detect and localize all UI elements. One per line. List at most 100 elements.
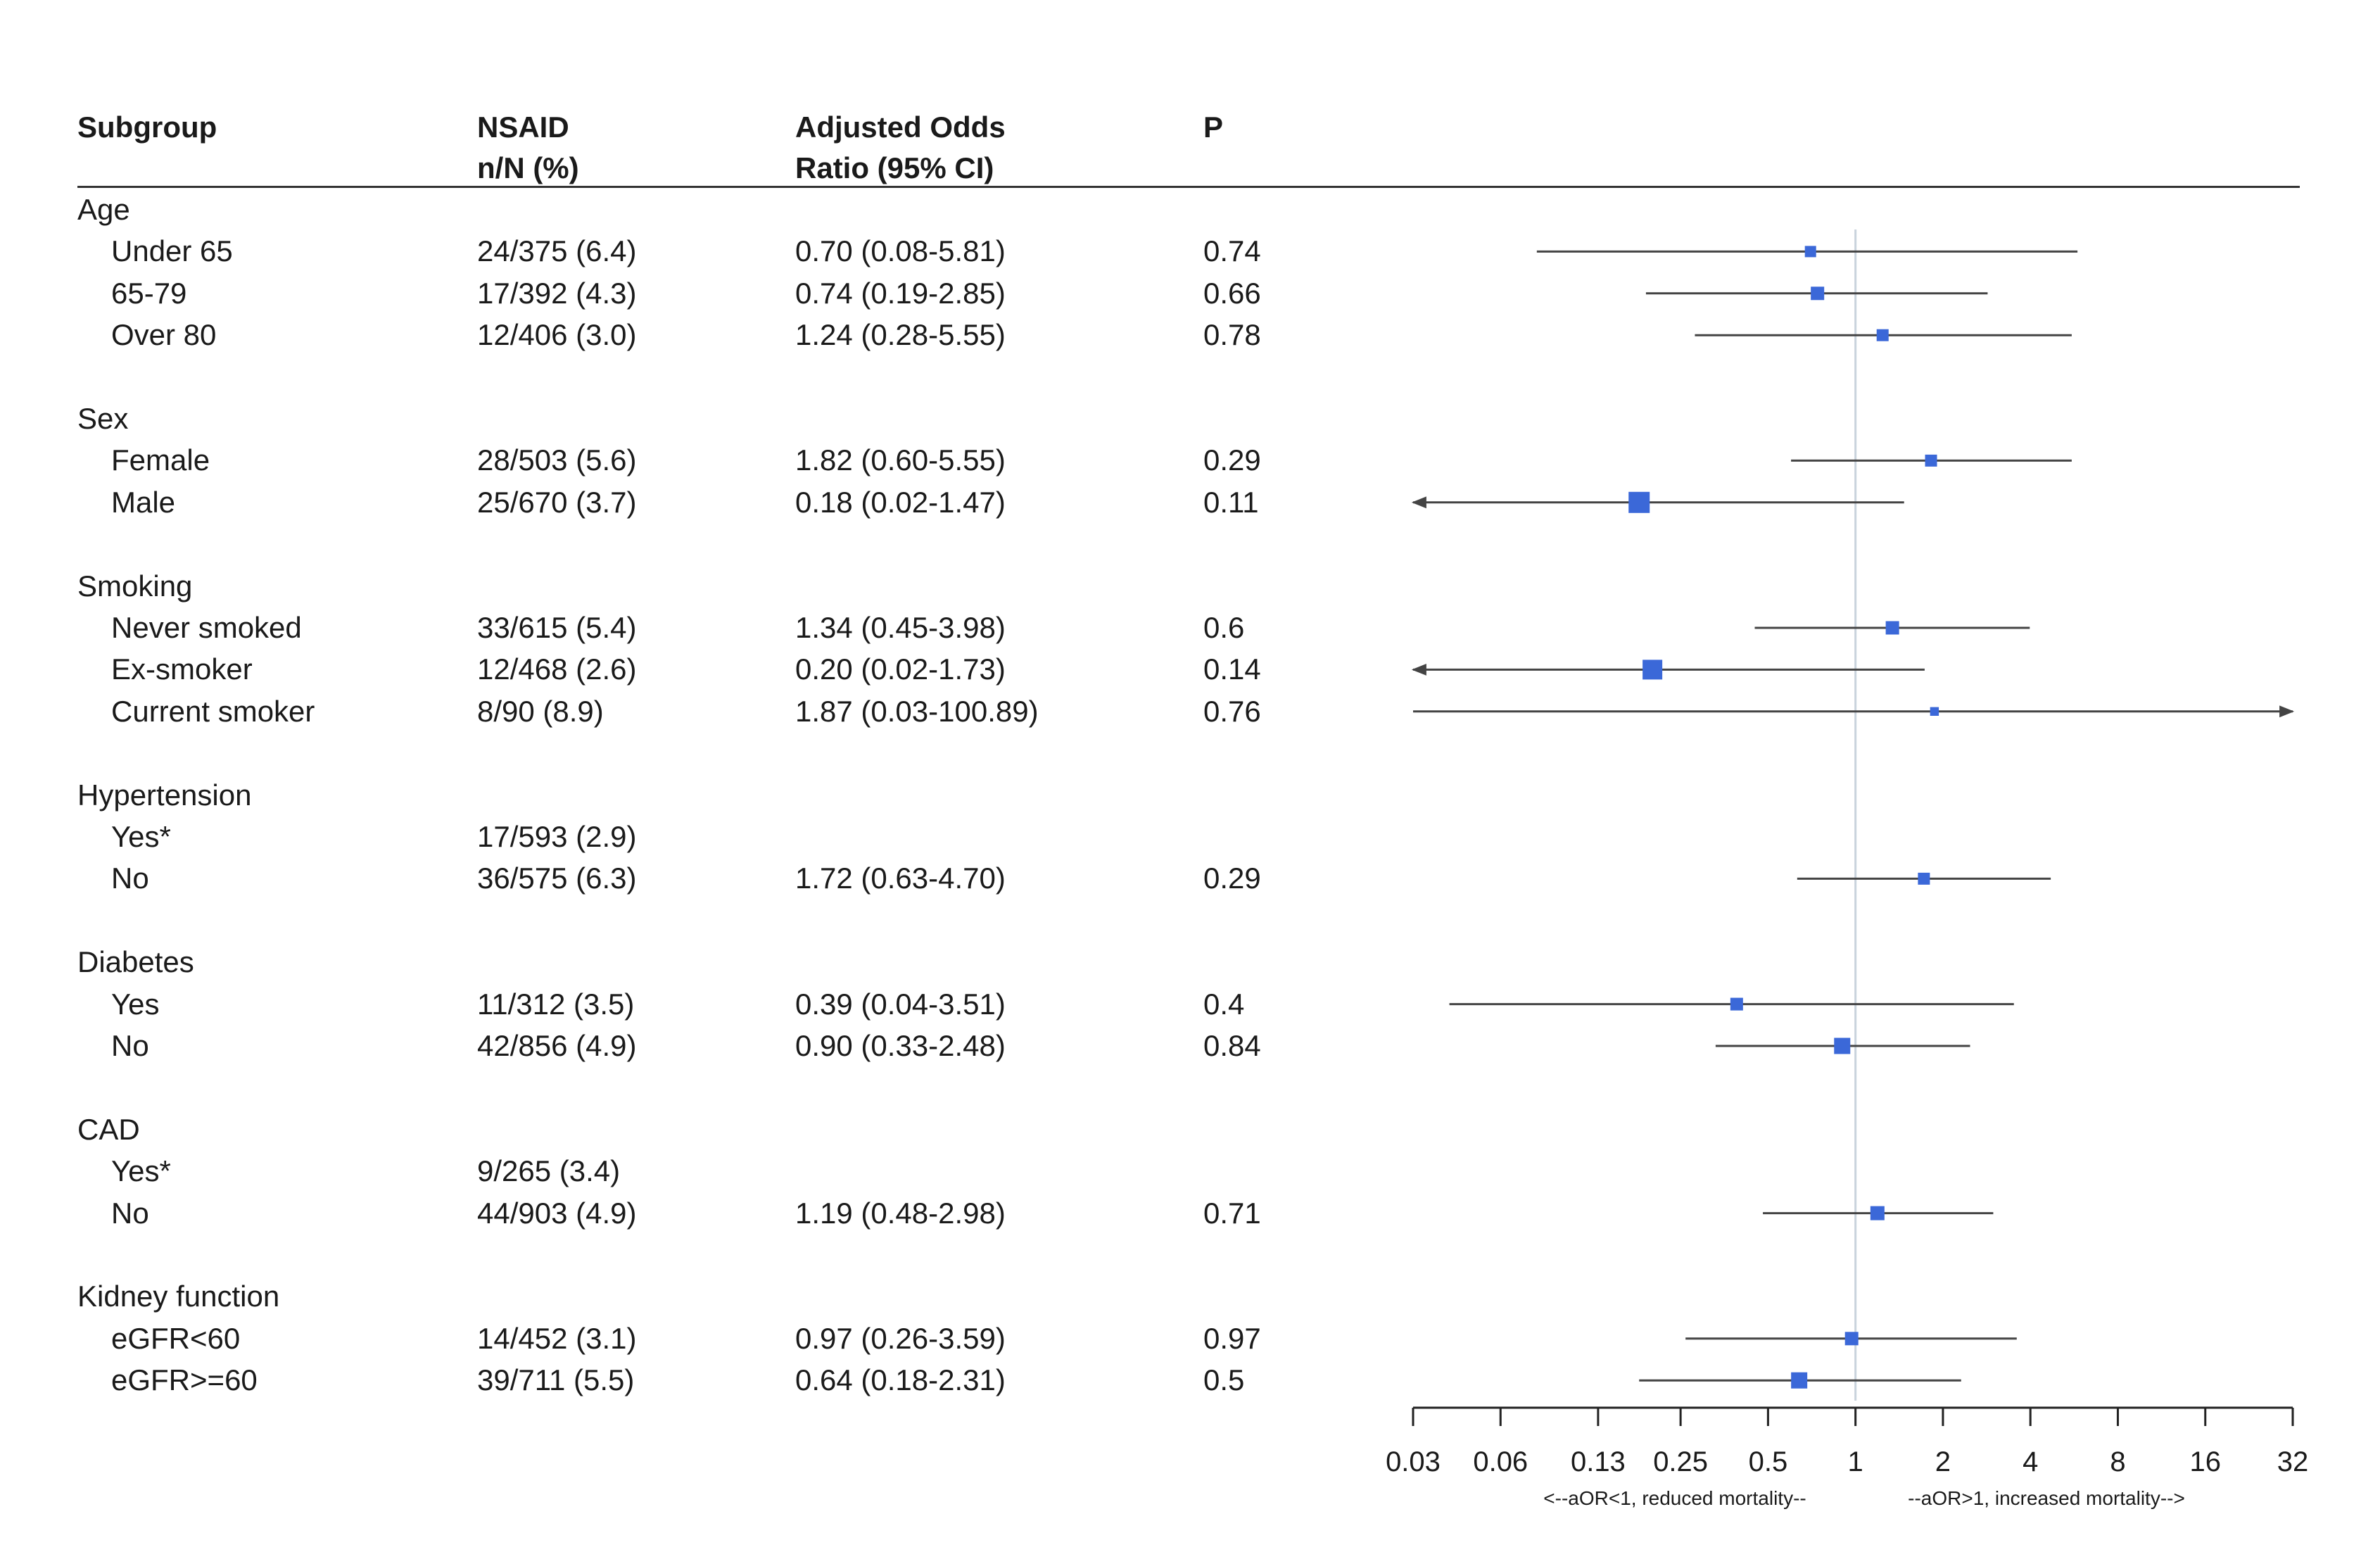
header-nsaid: NSAID [477,111,569,144]
x-tick-label: 0.5 [1749,1446,1788,1477]
subgroup-label: Over 80 [111,318,217,352]
nsaid-count: 12/406 (3.0) [477,318,637,352]
subgroup-label: Ex-smoker [111,652,253,686]
x-tick-label: 0.25 [1653,1446,1708,1477]
nsaid-count: 42/856 (4.9) [477,1029,637,1062]
p-value: 0.78 [1203,318,1261,352]
group-label: Hypertension [77,778,252,812]
nsaid-count: 8/90 (8.9) [477,694,604,728]
group-label: Diabetes [77,945,194,979]
x-tick-label: 0.03 [1386,1446,1441,1477]
nsaid-count: 11/312 (3.5) [477,987,635,1021]
direction-label-right: --aOR>1, increased mortality--> [1908,1487,2185,1509]
p-value: 0.76 [1203,694,1261,728]
p-value: 0.84 [1203,1029,1261,1062]
p-value: 0.29 [1203,443,1261,477]
point-estimate-marker [1804,246,1816,258]
adjusted-odds-ratio: 0.20 (0.02-1.73) [795,652,1006,686]
point-estimate-marker [1925,454,1937,467]
adjusted-odds-ratio: 0.64 (0.18-2.31) [795,1363,1006,1397]
nsaid-count: 17/392 (4.3) [477,276,637,310]
subgroup-label: Yes* [111,1154,171,1188]
group-label: Age [77,193,130,226]
nsaid-count: 25/670 (3.7) [477,485,637,519]
adjusted-odds-ratio: 0.90 (0.33-2.48) [795,1029,1006,1062]
p-value: 0.11 [1203,485,1259,519]
subgroup-label: Female [111,443,210,477]
adjusted-odds-ratio: 0.74 (0.19-2.85) [795,276,1006,310]
nsaid-count: 39/711 (5.5) [477,1363,635,1397]
group-label: Smoking [77,569,193,602]
subgroup-label: Never smoked [111,611,302,644]
point-estimate-marker [1811,286,1825,301]
subgroup-label: Yes* [111,820,171,853]
x-tick-label: 4 [2023,1446,2038,1477]
adjusted-odds-ratio: 1.34 (0.45-3.98) [795,611,1006,644]
adjusted-odds-ratio: 0.97 (0.26-3.59) [795,1321,1006,1355]
point-estimate-marker [1642,660,1663,680]
point-estimate-marker [1870,1206,1885,1220]
point-estimate-marker [1834,1037,1851,1054]
subgroup-label: Male [111,485,176,519]
p-value: 0.14 [1203,652,1261,686]
adjusted-odds-ratio: 1.19 (0.48-2.98) [795,1196,1006,1230]
nsaid-count: 24/375 (6.4) [477,234,637,268]
p-value: 0.97 [1203,1321,1261,1355]
header-rule [77,186,2300,188]
header-p: P [1203,111,1224,144]
p-value: 0.66 [1203,276,1261,310]
point-estimate-marker [1930,707,1939,716]
p-value: 0.29 [1203,862,1261,895]
x-tick-label: 0.06 [1473,1446,1528,1477]
group-label: CAD [77,1112,140,1146]
p-value: 0.6 [1203,611,1245,644]
adjusted-odds-ratio: 1.24 (0.28-5.55) [795,318,1006,352]
p-value: 0.5 [1203,1363,1245,1397]
point-estimate-marker [1730,997,1743,1011]
x-tick-label: 0.13 [1571,1446,1626,1477]
point-estimate-marker [1918,872,1930,885]
subgroup-label: Current smoker [111,694,315,728]
point-estimate-marker [1844,1332,1859,1346]
nsaid-count: 33/615 (5.4) [477,611,637,644]
subgroup-label: 65-79 [111,276,187,310]
subgroup-label: No [111,862,149,895]
subgroup-label: Yes [111,987,160,1021]
header-aor: Adjusted Odds [795,111,1006,144]
x-tick-label: 8 [2110,1446,2125,1477]
adjusted-odds-ratio: 1.72 (0.63-4.70) [795,862,1006,895]
subgroup-label: eGFR>=60 [111,1363,258,1397]
x-tick-label: 32 [2277,1446,2309,1477]
point-estimate-marker [1885,621,1899,635]
direction-label-left: <--aOR<1, reduced mortality-- [1543,1487,1806,1509]
nsaid-count: 12/468 (2.6) [477,652,637,686]
header-subgroup: Subgroup [77,111,217,144]
subgroup-label: eGFR<60 [111,1321,241,1355]
p-value: 0.71 [1203,1196,1261,1230]
adjusted-odds-ratio: 0.18 (0.02-1.47) [795,485,1006,519]
subgroup-label: No [111,1029,149,1062]
x-tick-label: 1 [1848,1446,1863,1477]
nsaid-count: 28/503 (5.6) [477,443,637,477]
adjusted-odds-ratio: 0.39 (0.04-3.51) [795,987,1006,1021]
group-label: Sex [77,402,129,435]
p-value: 0.74 [1203,234,1261,268]
x-tick-label: 2 [1935,1446,1951,1477]
group-label: Kidney function [77,1280,280,1313]
nsaid-count: 17/593 (2.9) [477,820,637,853]
nsaid-count: 9/265 (3.4) [477,1154,621,1188]
header-nsaid-unit: n/N (%) [477,151,579,184]
header-aor-ci: Ratio (95% CI) [795,151,994,184]
nsaid-count: 14/452 (3.1) [477,1321,637,1355]
adjusted-odds-ratio: 1.82 (0.60-5.55) [795,443,1006,477]
p-value: 0.4 [1203,987,1245,1021]
subgroup-label: Under 65 [111,234,233,268]
point-estimate-marker [1628,491,1650,513]
adjusted-odds-ratio: 1.87 (0.03-100.89) [795,694,1039,728]
adjusted-odds-ratio: 0.70 (0.08-5.81) [795,234,1006,268]
nsaid-count: 36/575 (6.3) [477,862,637,895]
x-tick-label: 16 [2189,1446,2221,1477]
point-estimate-marker [1876,329,1889,341]
